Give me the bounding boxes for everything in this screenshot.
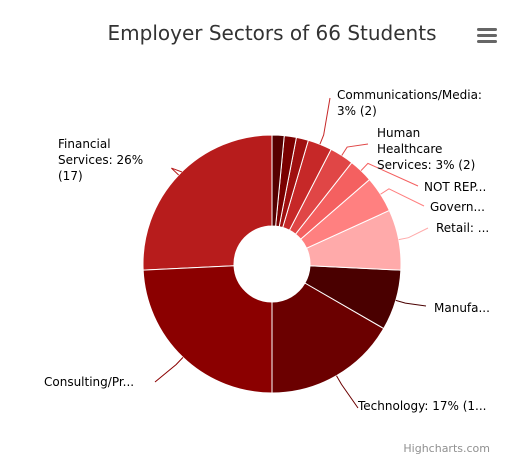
slice-label: Communications/Media: 3% (2) bbox=[337, 88, 482, 118]
slice-label-line: NOT REP... bbox=[424, 180, 486, 194]
slice-label: Retail: ... bbox=[436, 221, 489, 235]
credits-link[interactable]: Highcharts.com bbox=[403, 442, 490, 455]
label-connector bbox=[395, 299, 427, 307]
menu-bar bbox=[477, 28, 497, 31]
label-connector bbox=[319, 97, 331, 145]
label-connectors bbox=[154, 97, 429, 409]
hamburger-menu-icon[interactable] bbox=[472, 22, 502, 48]
slice-label-line: Communications/Media: bbox=[337, 88, 482, 102]
slice-label-line: Manufa... bbox=[434, 301, 490, 315]
label-connector bbox=[336, 375, 359, 409]
slice-labels: Financial Services: 26% (17) Consulting/Pr.… bbox=[44, 88, 490, 413]
menu-bar bbox=[477, 40, 497, 43]
pie-slice[interactable] bbox=[142, 134, 273, 271]
slice-label-line: Retail: ... bbox=[436, 221, 489, 235]
slice-label-line: Services: 3% (2) bbox=[377, 158, 475, 172]
label-connector bbox=[171, 167, 183, 176]
pie-slice[interactable] bbox=[142, 265, 273, 394]
label-connector bbox=[360, 162, 419, 187]
slice-label-line: Technology: 17% (1... bbox=[357, 399, 486, 413]
pie-slice[interactable] bbox=[271, 134, 285, 227]
slice-label: Financial Services: 26% (17) bbox=[58, 137, 143, 183]
slice-label-line: Govern... bbox=[430, 200, 485, 214]
slice-label-line: 3% (2) bbox=[337, 104, 377, 118]
label-connector bbox=[398, 227, 429, 241]
slice-label-line: Services: 26% bbox=[58, 153, 143, 167]
pie-slices bbox=[142, 134, 402, 394]
menu-bar bbox=[477, 34, 497, 37]
slice-label-line: (17) bbox=[58, 169, 83, 183]
slice-label-line: Financial bbox=[58, 137, 111, 151]
slice-label: Consulting/Pr... bbox=[44, 375, 134, 389]
pie-slice[interactable] bbox=[271, 282, 385, 394]
slice-label: Manufa... bbox=[434, 301, 490, 315]
slice-label-line: Human bbox=[377, 126, 420, 140]
chart-title: Employer Sectors of 66 Students bbox=[108, 21, 437, 45]
slice-label-line: Consulting/Pr... bbox=[44, 375, 134, 389]
slice-label-line: Healthcare bbox=[377, 142, 442, 156]
slice-label: NOT REP... bbox=[424, 180, 486, 194]
label-connector bbox=[341, 143, 369, 156]
slice-label: Govern... bbox=[430, 200, 485, 214]
slice-label: Human Healthcare Services: 3% (2) bbox=[377, 126, 475, 172]
label-connector bbox=[154, 357, 184, 383]
label-connector bbox=[380, 188, 425, 207]
slice-label: Technology: 17% (1... bbox=[357, 399, 486, 413]
